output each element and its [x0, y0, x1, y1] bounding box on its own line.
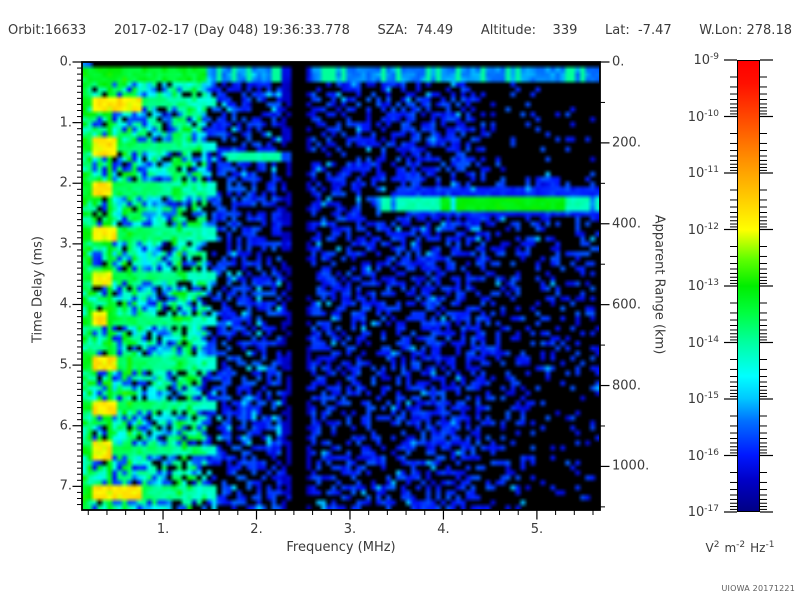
- ionogram-heatmap: [82, 62, 600, 510]
- y-tick-label: 5.: [59, 357, 72, 373]
- unit-exp: -2: [736, 540, 746, 550]
- colorbar-units-label: V2 m-2 Hz-1: [680, 540, 800, 555]
- colorbar-tick-label: 10-14: [687, 334, 719, 351]
- y-tick-label: 6.: [59, 418, 72, 434]
- x-tick-label: 3.: [343, 522, 357, 537]
- colorbar-tick-label: 10-15: [687, 390, 719, 408]
- x-tick-label: 5.: [530, 522, 544, 537]
- y2-tick-label: 200.: [612, 135, 641, 151]
- unit-exp: -1: [765, 540, 775, 550]
- unit-base: Hz: [750, 541, 766, 555]
- colorbar-tick-label: 10-13: [687, 277, 719, 295]
- y-tick-label: 0.: [59, 54, 72, 70]
- x-tick-label: 4.: [437, 522, 450, 537]
- unit-base: V: [705, 541, 714, 555]
- colorbar-tick-label: 10-17: [687, 503, 719, 521]
- colorbar-tick-label: 10-11: [687, 164, 719, 182]
- x-tick-label: 2.: [250, 522, 263, 537]
- unit-base: m: [724, 541, 737, 555]
- x-tick-label: 1.: [156, 522, 170, 537]
- sza-label: SZA: 74.49: [377, 23, 454, 38]
- y2-tick-label: 1000.: [612, 458, 650, 474]
- y-tick-label: 7.: [59, 478, 72, 494]
- y-tick-label: 1.: [59, 115, 72, 131]
- colorbar: [737, 60, 760, 512]
- y-tick-label: 2.: [59, 175, 72, 191]
- colorbar-tick-label: 10-16: [687, 447, 719, 464]
- y2-tick-label: 400.: [612, 216, 641, 232]
- colorbar-tick-label: 10-12: [687, 221, 719, 238]
- colorbar-tick-label: 10-10: [687, 108, 719, 125]
- watermark: UIOWA 20171221: [721, 584, 795, 593]
- x-axis-label: Frequency (MHz): [286, 540, 396, 555]
- y2-tick-label: 0.: [612, 54, 625, 70]
- header-status-line: Orbit:16633 2017-02-17 (Day 048) 19:36:3…: [8, 23, 792, 38]
- y-tick-label: 4.: [59, 296, 72, 312]
- altitude-label: Altitude: 339: [480, 23, 578, 38]
- colorbar-tick-label: 10-9: [693, 51, 719, 69]
- unit-exp: 2: [713, 540, 720, 550]
- wlon-label: W.Lon: 278.18: [699, 23, 792, 38]
- orbit-label: Orbit:16633: [8, 23, 87, 38]
- y-tick-label: 3.: [59, 236, 72, 252]
- y2-tick-label: 800.: [612, 378, 641, 394]
- y2-tick-label: 600.: [612, 297, 641, 313]
- datetime-label: 2017-02-17 (Day 048) 19:36:33.778: [113, 23, 350, 38]
- latitude-label: Lat: -7.47: [605, 23, 672, 38]
